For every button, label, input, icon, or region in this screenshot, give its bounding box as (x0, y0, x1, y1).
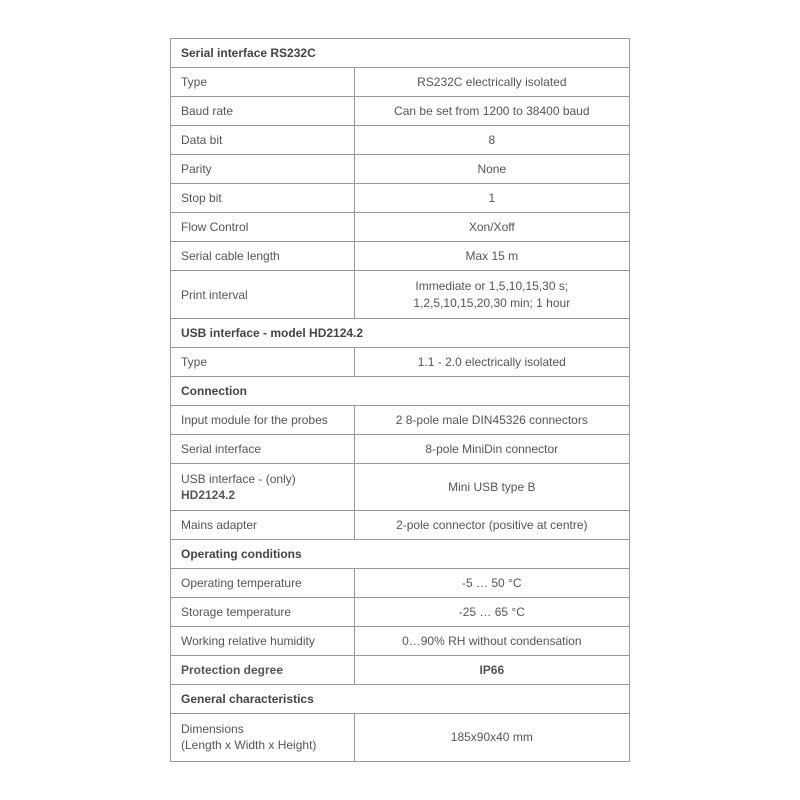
section-header-label: Serial interface RS232C (171, 39, 630, 68)
spec-label: USB interface - (only) HD2124.2 (171, 463, 355, 510)
spec-label: Storage temperature (171, 598, 355, 627)
spec-value: 1 (354, 184, 629, 213)
spec-label: Dimensions (Length x Width x Height) (171, 714, 355, 761)
section-header-label: Connection (171, 376, 630, 405)
spec-label: Operating temperature (171, 569, 355, 598)
table-row: Parity None (171, 155, 630, 184)
table-row: Serial interface 8-pole MiniDin connecto… (171, 434, 630, 463)
spec-label: Parity (171, 155, 355, 184)
spec-label-line: (Length x Width x Height) (181, 738, 316, 752)
spec-label-line: HD2124.2 (181, 488, 235, 502)
section-header-connection: Connection (171, 376, 630, 405)
table-row: Working relative humidity 0…90% RH witho… (171, 627, 630, 656)
spec-value: RS232C electrically isolated (354, 68, 629, 97)
spec-label: Serial interface (171, 434, 355, 463)
spec-value: 185x90x40 mm (354, 714, 629, 761)
table-row-protection: Protection degree IP66 (171, 656, 630, 685)
table-row: Mains adapter 2-pole connector (positive… (171, 511, 630, 540)
spec-label: Protection degree (171, 656, 355, 685)
spec-value: -5 … 50 °C (354, 569, 629, 598)
spec-value: Can be set from 1200 to 38400 baud (354, 97, 629, 126)
section-header-label: USB interface - model HD2124.2 (171, 318, 630, 347)
specifications-table: Serial interface RS232C Type RS232C elec… (170, 38, 630, 761)
spec-label: Flow Control (171, 213, 355, 242)
section-header-label: General characteristics (171, 685, 630, 714)
table-row: Input module for the probes 2 8-pole mal… (171, 405, 630, 434)
spec-label: Baud rate (171, 97, 355, 126)
spec-label: Stop bit (171, 184, 355, 213)
spec-value: Immediate or 1,5,10,15,30 s; 1,2,5,10,15… (354, 271, 629, 318)
table-row: Type RS232C electrically isolated (171, 68, 630, 97)
table-row: Print interval Immediate or 1,5,10,15,30… (171, 271, 630, 318)
section-header-rs232c: Serial interface RS232C (171, 39, 630, 68)
spec-value: -25 … 65 °C (354, 598, 629, 627)
spec-value-line: Immediate or 1,5,10,15,30 s; (415, 279, 568, 293)
spec-label: Print interval (171, 271, 355, 318)
spec-value: IP66 (354, 656, 629, 685)
table-row: Storage temperature -25 … 65 °C (171, 598, 630, 627)
spec-label: Data bit (171, 126, 355, 155)
table-row: Data bit 8 (171, 126, 630, 155)
spec-label: Serial cable length (171, 242, 355, 271)
table-row: Operating temperature -5 … 50 °C (171, 569, 630, 598)
spec-value: None (354, 155, 629, 184)
section-header-usb: USB interface - model HD2124.2 (171, 318, 630, 347)
table-row: Baud rate Can be set from 1200 to 38400 … (171, 97, 630, 126)
spec-label: Input module for the probes (171, 405, 355, 434)
section-header-label: Operating conditions (171, 540, 630, 569)
table-row: Flow Control Xon/Xoff (171, 213, 630, 242)
section-header-general: General characteristics (171, 685, 630, 714)
spec-label-line: Dimensions (181, 722, 244, 736)
spec-value: 8 (354, 126, 629, 155)
spec-label-line: USB interface - (only) (181, 472, 296, 486)
spec-value: Xon/Xoff (354, 213, 629, 242)
spec-value: 8-pole MiniDin connector (354, 434, 629, 463)
spec-label: Mains adapter (171, 511, 355, 540)
spec-value: 1.1 - 2.0 electrically isolated (354, 347, 629, 376)
spec-value-line: 1,2,5,10,15,20,30 min; 1 hour (413, 296, 570, 310)
table-row: Stop bit 1 (171, 184, 630, 213)
table-row: Serial cable length Max 15 m (171, 242, 630, 271)
spec-value: 0…90% RH without condensation (354, 627, 629, 656)
spec-label: Type (171, 68, 355, 97)
spec-value: Max 15 m (354, 242, 629, 271)
spec-label: Type (171, 347, 355, 376)
section-header-operating: Operating conditions (171, 540, 630, 569)
spec-value: Mini USB type B (354, 463, 629, 510)
spec-value: 2-pole connector (positive at centre) (354, 511, 629, 540)
spec-label: Working relative humidity (171, 627, 355, 656)
table-row: USB interface - (only) HD2124.2 Mini USB… (171, 463, 630, 510)
spec-value: 2 8-pole male DIN45326 connectors (354, 405, 629, 434)
table-row: Dimensions (Length x Width x Height) 185… (171, 714, 630, 761)
table-row: Type 1.1 - 2.0 electrically isolated (171, 347, 630, 376)
